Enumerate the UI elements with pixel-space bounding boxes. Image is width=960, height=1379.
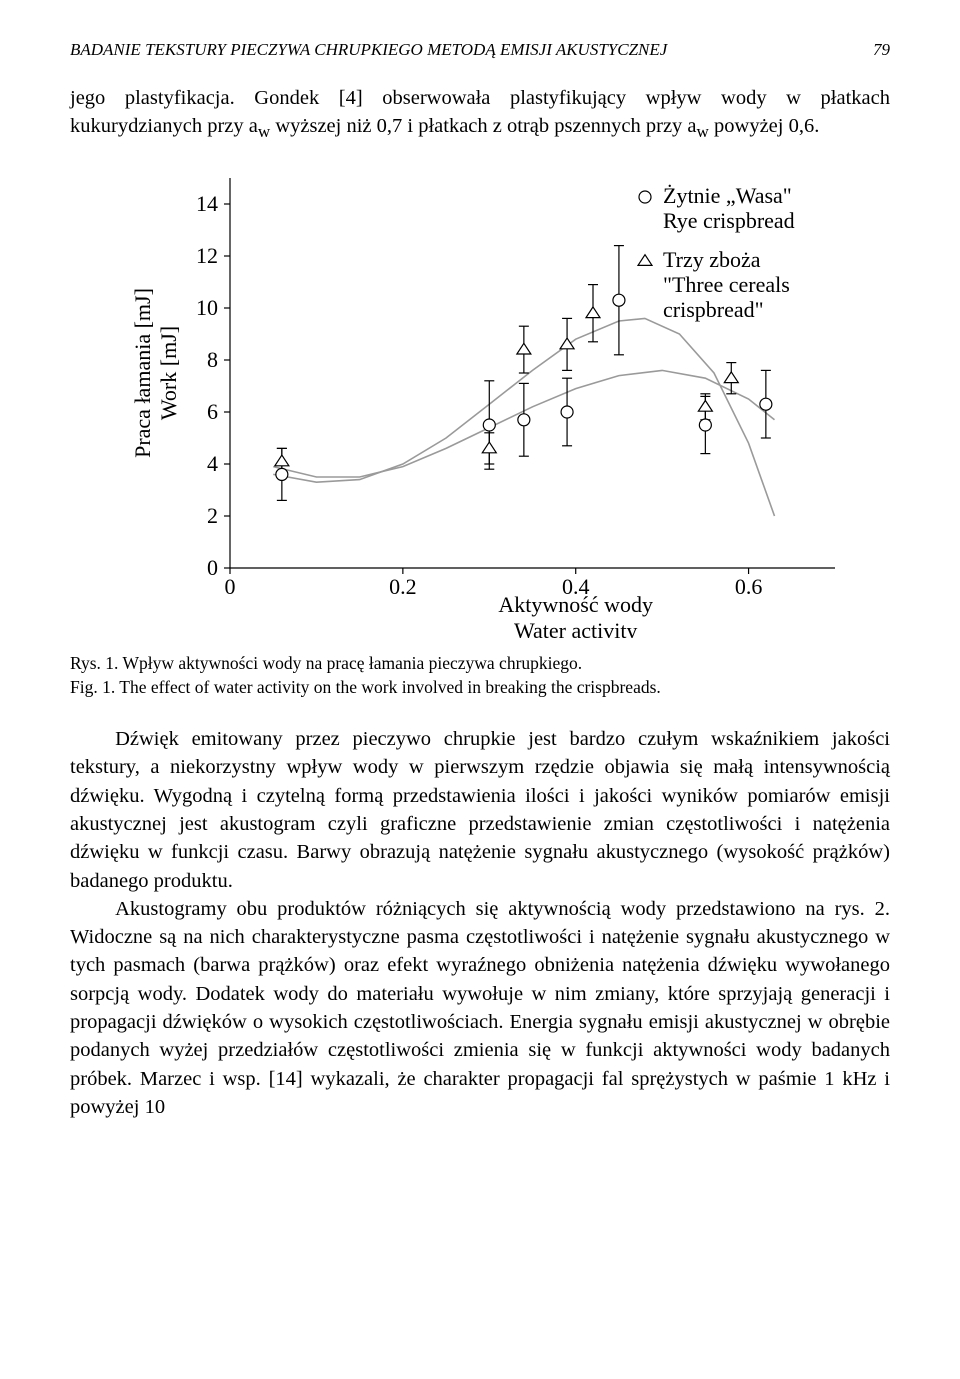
svg-text:0: 0 <box>207 555 218 580</box>
caption-en: Fig. 1. The effect of water activity on … <box>70 676 890 700</box>
header-page: 79 <box>873 40 890 60</box>
svg-text:12: 12 <box>196 243 218 268</box>
header-title: BADANIE TEKSTURY PIECZYWA CHRUPKIEGO MET… <box>70 40 667 60</box>
intro-paragraph: jego plastyfikacja. Gondek [4] obserwowa… <box>70 84 890 144</box>
running-head: BADANIE TEKSTURY PIECZYWA CHRUPKIEGO MET… <box>70 40 890 60</box>
svg-text:Aktywność wody: Aktywność wody <box>498 592 653 617</box>
svg-text:crispbread": crispbread" <box>663 297 764 322</box>
svg-text:8: 8 <box>207 347 218 372</box>
svg-text:2: 2 <box>207 503 218 528</box>
svg-text:10: 10 <box>196 295 218 320</box>
svg-text:Water activity: Water activity <box>514 618 637 638</box>
svg-text:4: 4 <box>207 451 218 476</box>
svg-text:Żytnie „Wasa": Żytnie „Wasa" <box>663 183 792 208</box>
svg-text:14: 14 <box>196 191 218 216</box>
main-text: Dźwięk emitowany przez pieczywo chrupkie… <box>70 725 890 1121</box>
svg-text:6: 6 <box>207 399 218 424</box>
para-2b: Akustogramy obu produktów różniących się… <box>70 895 890 1121</box>
svg-text:Rye crispbread: Rye crispbread <box>663 208 795 233</box>
svg-text:Praca łamania [mJ]: Praca łamania [mJ] <box>130 288 155 458</box>
figure-1-chart: 0246810121400.20.40.6Praca łamania [mJ]W… <box>115 168 845 638</box>
svg-text:0: 0 <box>225 574 236 599</box>
svg-text:"Three cereals: "Three cereals <box>663 272 790 297</box>
svg-text:Work [mJ]: Work [mJ] <box>156 326 181 420</box>
para-2a: Dźwięk emitowany przez pieczywo chrupkie… <box>70 725 890 895</box>
svg-text:Trzy zboża: Trzy zboża <box>663 247 761 272</box>
caption-pl: Rys. 1. Wpływ aktywności wody na pracę ł… <box>70 652 890 676</box>
para-1: jego plastyfikacja. Gondek [4] obserwowa… <box>70 84 890 144</box>
figure-1-caption: Rys. 1. Wpływ aktywności wody na pracę ł… <box>70 652 890 699</box>
svg-text:0.6: 0.6 <box>735 574 763 599</box>
svg-text:0.2: 0.2 <box>389 574 417 599</box>
